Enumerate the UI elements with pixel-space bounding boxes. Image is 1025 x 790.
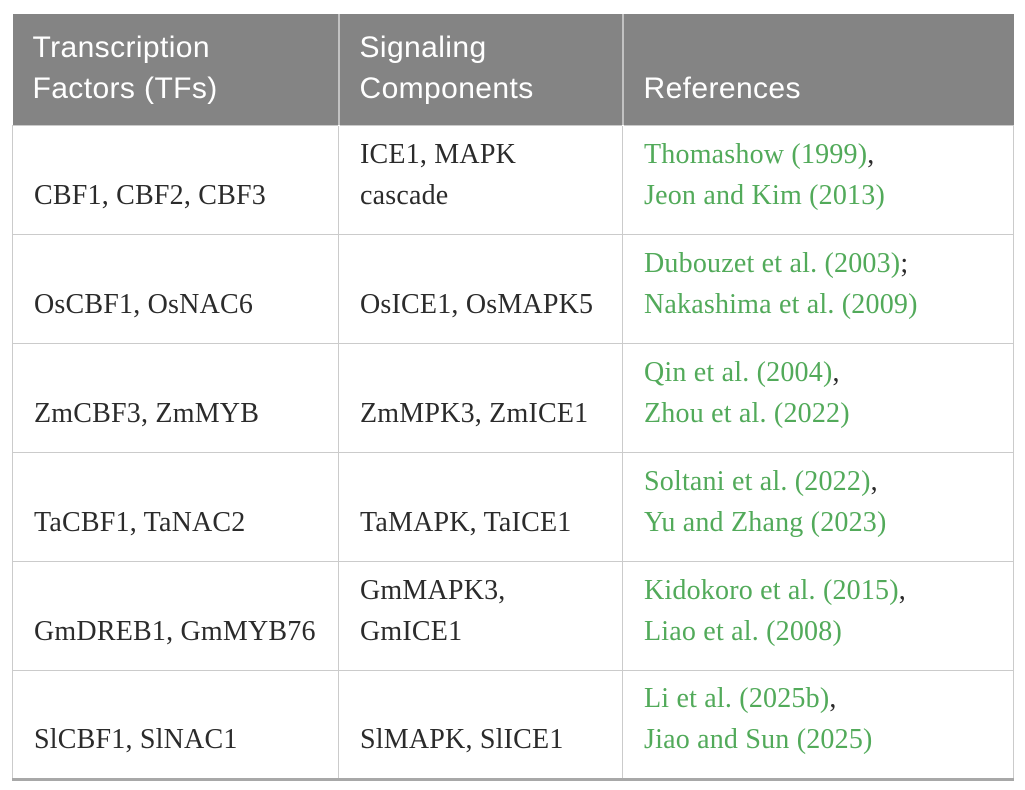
signaling-cell: ZmMPK3, ZmICE1 — [338, 342, 623, 453]
signaling-cell: GmMAPK3, GmICE1 — [338, 560, 623, 671]
reference-link[interactable]: Soltani et al. (2022) — [644, 466, 871, 498]
tf-signaling-references-table: Transcription Factors (TFs) Signaling Co… — [12, 14, 1014, 781]
signaling-cell: SlMAPK, SlICE1 — [338, 669, 623, 781]
reference-separator: , — [870, 466, 878, 498]
reference-line: Thomashow (1999), — [644, 135, 1003, 176]
table-row: CBF1, CBF2, CBF3 ICE1, MAPK cascade Thom… — [12, 124, 1014, 235]
references-cell: Qin et al. (2004), Zhou et al. (2022) — [622, 342, 1014, 453]
tf-cell: GmDREB1, GmMYB76 — [12, 560, 339, 671]
reference-link[interactable]: Jeon and Kim (2013) — [644, 179, 885, 211]
reference-line: Jiao and Sun (2025) — [644, 720, 1003, 761]
tf-cell: OsCBF1, OsNAC6 — [12, 233, 339, 344]
references-cell: Thomashow (1999), Jeon and Kim (2013) — [622, 124, 1014, 235]
reference-link[interactable]: Liao et al. (2008) — [644, 615, 842, 647]
reference-line: Liao et al. (2008) — [644, 612, 1003, 653]
col-header-signaling-components: Signaling Components — [337, 14, 623, 125]
reference-separator: , — [829, 683, 837, 715]
table-row: SlCBF1, SlNAC1 SlMAPK, SlICE1 Li et al. … — [12, 669, 1014, 781]
reference-link[interactable]: Li et al. (2025b) — [644, 683, 830, 715]
signaling-cell: ICE1, MAPK cascade — [338, 124, 623, 235]
reference-link[interactable]: Thomashow (1999) — [644, 139, 868, 171]
tf-cell: ZmCBF3, ZmMYB — [12, 342, 339, 453]
header-row: Transcription Factors (TFs) Signaling Co… — [12, 14, 1014, 125]
reference-link[interactable]: Kidokoro et al. (2015) — [644, 575, 899, 607]
reference-link[interactable]: Yu and Zhang (2023) — [644, 506, 887, 538]
col-header-references: References — [621, 14, 1014, 125]
reference-separator: , — [867, 139, 875, 171]
reference-link[interactable]: Qin et al. (2004) — [644, 357, 833, 389]
reference-link[interactable]: Nakashima et al. (2009) — [644, 288, 918, 320]
reference-link[interactable]: Zhou et al. (2022) — [644, 397, 850, 429]
reference-separator: ; — [900, 248, 909, 280]
signaling-cell: OsICE1, OsMAPK5 — [338, 233, 623, 344]
reference-line: Dubouzet et al. (2003); — [644, 244, 1003, 285]
col-header-transcription-factors: Transcription Factors (TFs) — [12, 14, 339, 125]
reference-line: Yu and Zhang (2023) — [644, 503, 1003, 544]
reference-separator: , — [898, 575, 906, 607]
reference-link[interactable]: Jiao and Sun (2025) — [644, 723, 873, 755]
reference-link[interactable]: Dubouzet et al. (2003) — [644, 248, 901, 280]
reference-separator: , — [832, 357, 840, 389]
references-cell: Kidokoro et al. (2015), Liao et al. (200… — [622, 560, 1014, 671]
signaling-cell: TaMAPK, TaICE1 — [338, 451, 623, 562]
reference-line: Qin et al. (2004), — [644, 353, 1003, 394]
reference-line: Kidokoro et al. (2015), — [644, 571, 1003, 612]
table-row: TaCBF1, TaNAC2 TaMAPK, TaICE1 Soltani et… — [12, 451, 1014, 562]
reference-line: Li et al. (2025b), — [644, 679, 1003, 720]
reference-line: Nakashima et al. (2009) — [644, 285, 1003, 326]
table-container: Transcription Factors (TFs) Signaling Co… — [12, 14, 1014, 781]
table-row: OsCBF1, OsNAC6 OsICE1, OsMAPK5 Dubouzet … — [12, 233, 1014, 344]
table-row: ZmCBF3, ZmMYB ZmMPK3, ZmICE1 Qin et al. … — [12, 342, 1014, 453]
reference-line: Zhou et al. (2022) — [644, 394, 1003, 435]
references-cell: Li et al. (2025b), Jiao and Sun (2025) — [622, 669, 1014, 781]
tf-cell: CBF1, CBF2, CBF3 — [12, 124, 339, 235]
tf-cell: TaCBF1, TaNAC2 — [12, 451, 339, 562]
reference-line: Jeon and Kim (2013) — [644, 176, 1003, 217]
table-row: GmDREB1, GmMYB76 GmMAPK3, GmICE1 Kidokor… — [12, 560, 1014, 671]
references-cell: Soltani et al. (2022), Yu and Zhang (202… — [622, 451, 1014, 562]
tf-cell: SlCBF1, SlNAC1 — [12, 669, 339, 781]
references-cell: Dubouzet et al. (2003); Nakashima et al.… — [622, 233, 1014, 344]
reference-line: Soltani et al. (2022), — [644, 462, 1003, 503]
